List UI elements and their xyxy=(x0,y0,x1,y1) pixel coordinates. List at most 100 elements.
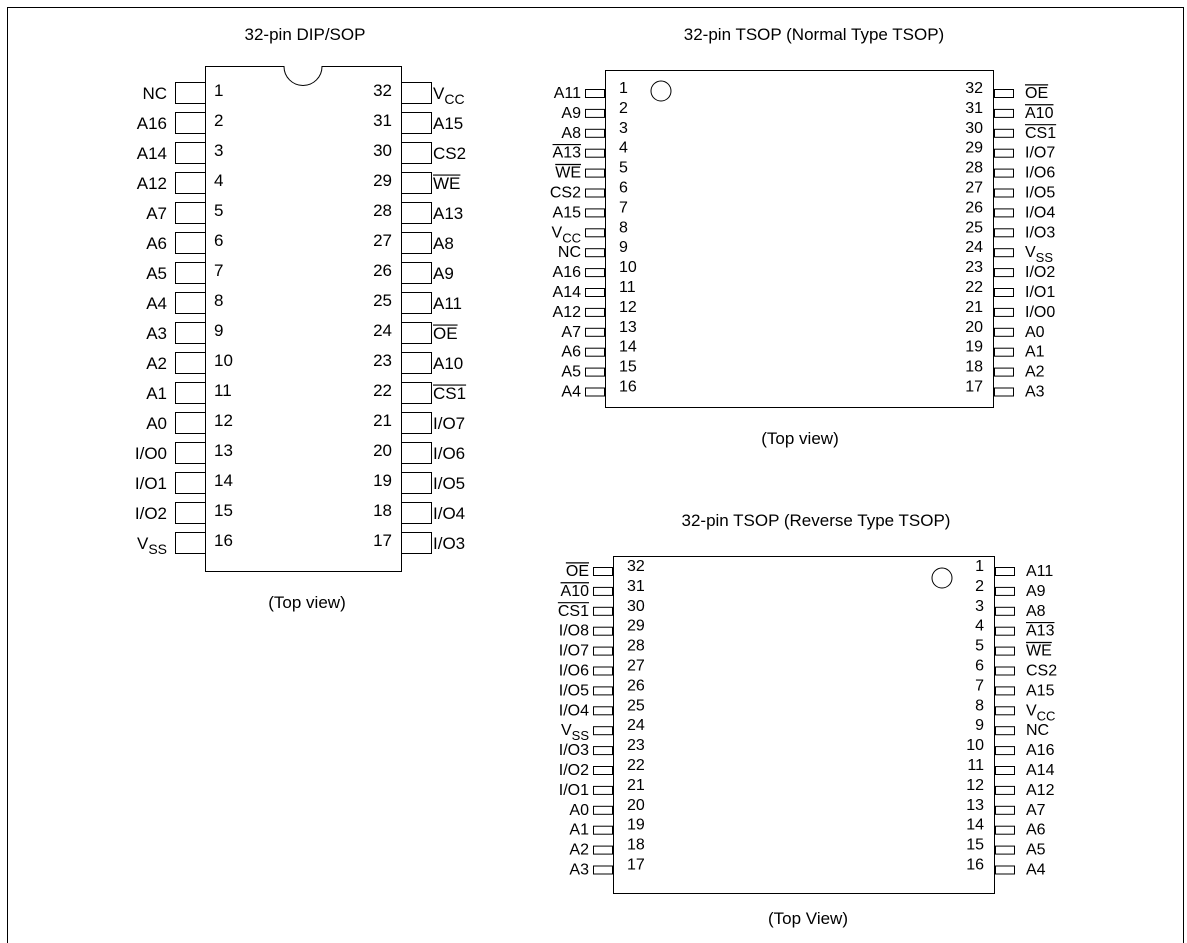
pin-number: 20 xyxy=(627,797,645,814)
pin-number: 11 xyxy=(619,279,636,296)
pin-lead xyxy=(401,382,432,404)
pin-signal-label: A3 xyxy=(1025,384,1045,401)
pin-signal-main: A13 xyxy=(433,204,463,223)
pin-signal-main: WE xyxy=(1026,643,1052,660)
pin-number: 1 xyxy=(214,81,223,100)
pin-signal-main: A11 xyxy=(554,85,581,102)
pin-lead xyxy=(994,89,1014,98)
pin-lead xyxy=(585,307,605,317)
pin-lead xyxy=(585,387,605,397)
pin-number: 30 xyxy=(627,598,645,615)
pin-signal-main: A9 xyxy=(433,264,454,283)
pin-lead xyxy=(994,208,1014,218)
pin-signal-main: CS1 xyxy=(1025,125,1056,142)
pin-number: 27 xyxy=(373,231,392,250)
pin-lead xyxy=(585,208,605,218)
pin-lead xyxy=(175,382,206,404)
pin-signal-label: A11 xyxy=(554,85,581,102)
pin-lead xyxy=(585,148,605,158)
pin-signal-label: A8 xyxy=(433,234,454,253)
pin-number: 31 xyxy=(965,100,983,117)
pin-number: 24 xyxy=(627,717,645,734)
pin-signal-label: WE xyxy=(433,174,460,193)
pin-signal-label: VCC xyxy=(1026,702,1055,723)
pin-signal-subscript: CC xyxy=(444,91,464,107)
pin-signal-label: I/O3 xyxy=(1025,224,1055,241)
pin-number: 7 xyxy=(619,199,628,216)
pin-signal-label: A6 xyxy=(1026,822,1046,839)
pin-signal-main: A9 xyxy=(1026,583,1046,600)
pin-signal-label: A16 xyxy=(553,264,582,281)
pin-signal-main: V xyxy=(1025,244,1036,261)
pin-number: 6 xyxy=(619,180,628,197)
pin-number: 11 xyxy=(967,757,984,774)
pin-number: 22 xyxy=(627,757,645,774)
pin-signal-main: A0 xyxy=(1025,324,1045,341)
pin-lead xyxy=(401,472,432,494)
pin-number: 19 xyxy=(965,339,983,356)
pin-signal-main: A13 xyxy=(1026,623,1055,640)
pin-signal-subscript: SS xyxy=(1036,250,1054,265)
pin-lead xyxy=(593,825,613,835)
pin-number: 20 xyxy=(965,319,983,336)
pin-signal-label: A13 xyxy=(433,204,463,223)
pin-lead xyxy=(593,865,613,875)
pin-lead xyxy=(593,586,613,596)
pin-number: 4 xyxy=(619,140,628,157)
pin-signal-main: A11 xyxy=(1026,563,1053,580)
pin-signal-main: A6 xyxy=(561,344,581,361)
pin-signal-label: I/O3 xyxy=(433,534,465,553)
pin-signal-main: A13 xyxy=(553,145,582,162)
pin-signal-subscript: SS xyxy=(148,541,167,557)
pin-number: 14 xyxy=(619,339,637,356)
pin-number: 8 xyxy=(214,291,223,310)
pin-signal-label: NC xyxy=(1026,722,1049,739)
pin-number: 2 xyxy=(619,100,628,117)
pin-signal-label: WE xyxy=(1026,643,1052,660)
pin-signal-label: I/O6 xyxy=(1025,165,1055,182)
pin-lead xyxy=(995,686,1015,696)
pin-number: 16 xyxy=(619,379,637,396)
pin-signal-label: A2 xyxy=(569,842,589,859)
pin-number: 7 xyxy=(975,677,984,694)
pin-signal-label: WE xyxy=(555,165,581,182)
pin-signal-label: A3 xyxy=(146,324,167,343)
pin-signal-main: A7 xyxy=(561,324,581,341)
pin-signal-label: A10 xyxy=(1025,105,1054,122)
pin-signal-label: A5 xyxy=(146,264,167,283)
pin-lead xyxy=(593,666,613,676)
pin-signal-main: A2 xyxy=(146,354,167,373)
pin-number: 29 xyxy=(627,618,645,635)
pin-signal-main: V xyxy=(433,84,445,103)
pin-signal-label: A14 xyxy=(553,284,582,301)
pin-signal-label: A7 xyxy=(146,204,167,223)
pin-number: 2 xyxy=(214,111,223,130)
pin-signal-label: OE xyxy=(433,324,458,343)
pin-signal-main: A14 xyxy=(553,284,582,301)
pin-signal-label: VSS xyxy=(561,722,589,743)
pin-number: 30 xyxy=(965,120,983,137)
pin-lead xyxy=(995,586,1015,596)
pin-lead xyxy=(585,268,605,278)
pin-number: 5 xyxy=(975,638,984,655)
pin-lead xyxy=(175,172,206,194)
pin-signal-label: A16 xyxy=(1026,742,1055,759)
pin-number: 17 xyxy=(627,857,645,874)
pin-signal-main: A9 xyxy=(561,105,581,122)
pin-signal-main: I/O0 xyxy=(135,444,167,463)
tsop-normal-body xyxy=(605,70,994,408)
pin1-marker xyxy=(650,80,672,102)
pin-signal-main: A10 xyxy=(561,583,590,600)
pin-signal-main: A2 xyxy=(569,842,589,859)
pin-signal-main: NC xyxy=(1026,722,1049,739)
pin-signal-main: V xyxy=(137,534,149,553)
pin-signal-main: CS2 xyxy=(433,144,466,163)
pin-signal-label: A9 xyxy=(561,105,581,122)
pin-signal-label: CS2 xyxy=(1026,663,1057,680)
tsop-normal-title: 32-pin TSOP (Normal Type TSOP) xyxy=(684,25,944,44)
pin-lead xyxy=(401,82,432,104)
pin-lead xyxy=(994,268,1014,278)
pin-signal-main: A10 xyxy=(433,354,463,373)
